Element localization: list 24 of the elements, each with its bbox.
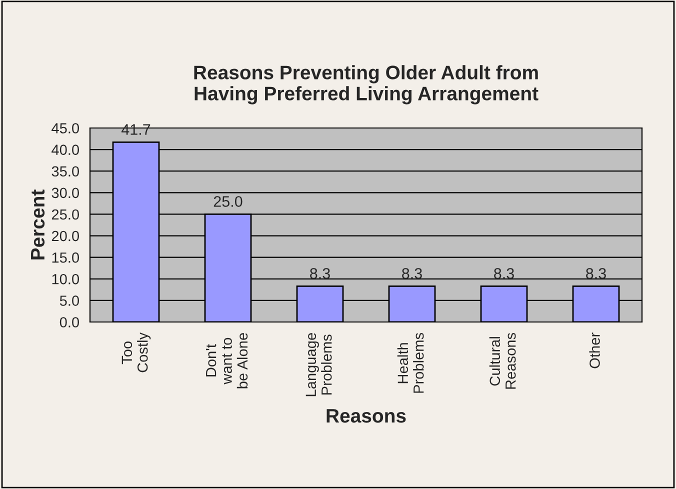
y-tick-label: 0.0 — [60, 317, 80, 328]
x-tick-label: Don't want to be Alone — [206, 333, 248, 388]
y-tick-label: 35.0 — [52, 166, 80, 177]
y-tick-label: 20.0 — [52, 230, 80, 242]
y-tick-label: 10.0 — [52, 274, 80, 284]
x-tick-label: Cultural Reasons — [489, 332, 516, 389]
x-tick-label: Health Problems — [397, 332, 424, 393]
chart-title: Reasons Preventing Older Adult from Having Preferred Living Arrangement — [194, 65, 538, 104]
y-tick-label: 30.0 — [52, 188, 80, 198]
y-tick-label: 40.0 — [52, 144, 80, 155]
y-axis-title: Percent — [31, 190, 45, 260]
y-tick-label: 45.0 — [52, 123, 80, 134]
x-axis-title: Reasons — [326, 409, 406, 423]
x-tick-label: Other — [589, 332, 600, 368]
y-tick-label: 15.0 — [52, 252, 80, 263]
x-tick-label: Too Costly — [122, 332, 151, 372]
y-tick-label: 25.0 — [52, 209, 80, 220]
data-label: 8.3 — [494, 268, 514, 279]
data-label: 8.3 — [310, 268, 330, 279]
data-label: 8.3 — [586, 268, 606, 279]
y-tick-label: 5.0 — [60, 296, 80, 306]
x-tick-label: Language Problems — [306, 333, 332, 396]
data-label: 25.0 — [214, 196, 242, 207]
data-label: 8.3 — [402, 268, 422, 279]
